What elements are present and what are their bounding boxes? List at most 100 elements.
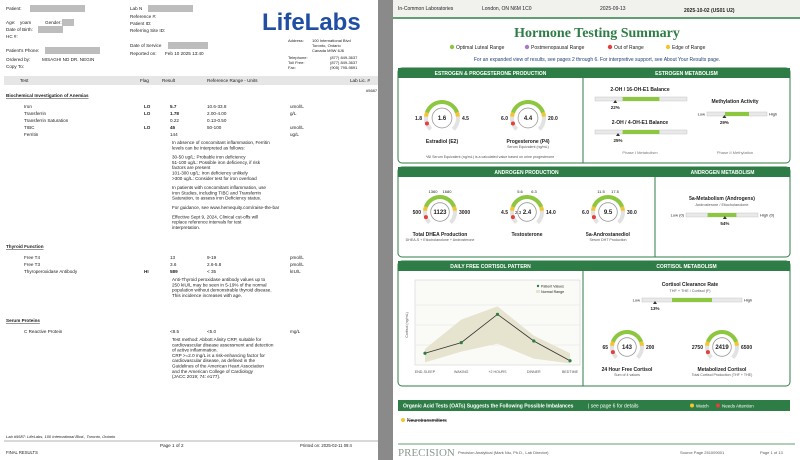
metabolism-sub: Androsterone / Etiocholanolone bbox=[696, 203, 749, 207]
scale-optimal bbox=[725, 112, 749, 116]
scale-percent: 54% bbox=[720, 221, 729, 226]
brand: PRECISION bbox=[398, 447, 455, 459]
redaction bbox=[30, 5, 85, 12]
range: 2.6-5.8 bbox=[207, 262, 222, 267]
gauge-name: 24 Hour Free Cortisol bbox=[602, 367, 653, 373]
gauge-top: 5.6 bbox=[517, 189, 523, 194]
x-label: +2 HOURS bbox=[488, 370, 507, 374]
result: 45 bbox=[170, 125, 176, 130]
section-title: Thyroid Function bbox=[6, 244, 44, 249]
text: Patient: bbox=[6, 6, 22, 11]
text: Patient ID: bbox=[130, 21, 151, 26]
gauge-arc bbox=[639, 341, 644, 346]
gauge-max: 14.0 bbox=[546, 210, 556, 216]
scale-marker bbox=[653, 301, 657, 304]
legend-swatch bbox=[524, 44, 530, 50]
text: Age: bbox=[6, 20, 15, 25]
oat-item: Neurotransmitters bbox=[407, 418, 447, 424]
section-title: Serum Proteins bbox=[6, 318, 40, 323]
left-page bbox=[0, 0, 378, 460]
gauge-arc bbox=[511, 100, 545, 114]
note-line: >300 ug/L: Consider test for iron overlo… bbox=[172, 176, 257, 181]
legend-label: Patient Values bbox=[541, 285, 564, 289]
gauge-sub: DHEA-S + Etiocholanolone + Androsterone bbox=[406, 238, 475, 242]
text: (877) 849-3637 bbox=[330, 60, 358, 65]
gauge-arc bbox=[705, 341, 710, 346]
unit: umol/L bbox=[290, 104, 304, 109]
gauge-name: Progesterone (P4) bbox=[506, 139, 549, 145]
credit: Precision Analytical (Mark Niu, Ph.D., L… bbox=[458, 450, 549, 455]
result: 1.78 bbox=[170, 111, 179, 116]
column-header: Lab Lic. # bbox=[350, 78, 370, 83]
metabolism-label: 5a-Metabolism (Androgens) bbox=[689, 196, 755, 202]
scale-high: High bbox=[769, 112, 777, 117]
result: 144 bbox=[170, 132, 178, 137]
oat-title: Organic Acid Tests (OATs) Suggests the F… bbox=[403, 404, 574, 410]
unit: pmol/L bbox=[290, 262, 304, 267]
text: London, ON N6M 1C0 bbox=[482, 6, 532, 12]
patient-point bbox=[495, 312, 500, 316]
header-strip bbox=[393, 0, 800, 17]
balance-label: 2-OH / 16-OH-E1 Balance bbox=[610, 87, 669, 93]
test-name: Iron bbox=[24, 104, 32, 109]
text: 2025-10-02 (US01 U2) bbox=[684, 8, 735, 14]
gauge-arc bbox=[611, 330, 643, 343]
text: Feb 10 2025 13:40 bbox=[165, 51, 204, 56]
text: Reported on: bbox=[130, 51, 157, 56]
redaction bbox=[168, 42, 208, 49]
item-dot bbox=[401, 418, 405, 422]
scale-high: High (0) bbox=[760, 213, 775, 218]
legend-swatch bbox=[665, 44, 671, 50]
panel-title: CORTISOL METABOLISM bbox=[656, 264, 716, 270]
panel-header bbox=[398, 68, 790, 78]
gauge-top: 17.5 bbox=[611, 189, 620, 194]
gauge-sub: Sum of 4 values bbox=[614, 373, 640, 377]
clearance-sub: THF + THE / Cortisol (F) bbox=[669, 289, 711, 293]
patient-point bbox=[568, 359, 572, 363]
text: (877) 849-3637 bbox=[330, 55, 358, 60]
oat-link: | see page 6 for details bbox=[588, 404, 639, 410]
note-line: Saturation, to assess iron Deficiency st… bbox=[172, 196, 261, 201]
unit: g/L bbox=[290, 111, 297, 116]
note-line: replace reference intervals for test bbox=[172, 220, 242, 225]
unit: mg/L bbox=[290, 329, 301, 334]
text: Date of Birth: bbox=[6, 27, 33, 32]
gauge-arc bbox=[539, 206, 544, 211]
gauge-arc bbox=[424, 195, 456, 208]
text: 100 International Blvd bbox=[312, 38, 351, 43]
text: Date of Service bbox=[130, 43, 162, 48]
gauge-center bbox=[598, 202, 618, 222]
legend-swatch bbox=[449, 44, 455, 50]
text: Reference #: bbox=[130, 14, 156, 19]
gauge-value: 2419 bbox=[715, 345, 729, 351]
gauge-center bbox=[431, 107, 453, 129]
attention-dot bbox=[716, 403, 720, 408]
gauge-arc bbox=[425, 100, 459, 114]
flag: LO bbox=[144, 104, 151, 109]
note: *All Serum Equivalent (ng/mL) is a calcu… bbox=[426, 155, 554, 159]
text: 2025-09-13 bbox=[600, 6, 626, 12]
x-label: END-SLEEP bbox=[415, 370, 436, 374]
gauge-arc bbox=[706, 330, 738, 343]
oat-key: Watch bbox=[696, 404, 709, 409]
gauge-name: Testosterone bbox=[511, 232, 542, 238]
flag: LO bbox=[144, 111, 151, 116]
source: Source Page 251009001 bbox=[680, 450, 725, 455]
scale-optimal bbox=[622, 97, 660, 101]
gauge-pointer bbox=[610, 350, 615, 355]
scale-high: High bbox=[744, 298, 752, 303]
text: yoam bbox=[20, 20, 31, 25]
panel-title: ANDROGEN METABOLISM bbox=[691, 170, 755, 176]
gauge-arc bbox=[511, 195, 543, 208]
scale-marker bbox=[613, 100, 618, 103]
gauge-max: 4.5 bbox=[462, 116, 469, 122]
panel-title: ESTROGEN METABOLISM bbox=[655, 71, 718, 77]
note-line: Anti-Thyroid peroxidase antibody values … bbox=[172, 277, 266, 282]
gauge-center bbox=[517, 107, 539, 129]
gauge-min: 500 bbox=[413, 210, 422, 216]
note-line: CRP >=2.0 mg/L is a risk-enhancing facto… bbox=[172, 353, 265, 358]
scale-percent: 25% bbox=[613, 138, 622, 143]
watch-dot bbox=[690, 403, 694, 408]
test-name: C Reactive Protein bbox=[24, 329, 63, 334]
gauge-arc bbox=[620, 206, 625, 211]
